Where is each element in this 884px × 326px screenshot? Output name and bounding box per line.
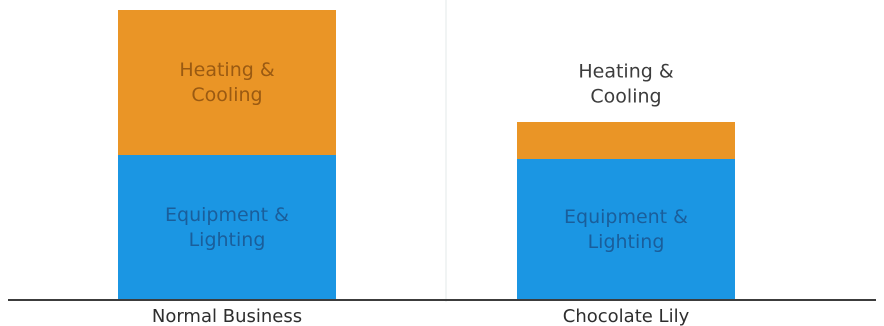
- bar-normal-business-equipment-and-lighting: [118, 155, 336, 300]
- bar-normal-business-heating-and-cooling: [118, 10, 336, 155]
- bar-chocolate-lily-equipment-and-lighting: [517, 159, 735, 300]
- label-normal-business-heating-and-cooling: Heating & Cooling: [179, 59, 274, 106]
- label-chocolate-lily-equipment-and-lighting: Equipment & Lighting: [564, 206, 688, 253]
- x-tick-label-chocolate-lily: Chocolate Lily: [563, 306, 690, 326]
- label-chocolate-lily-heating-and-cooling: Heating & Cooling: [578, 61, 673, 108]
- label-normal-business-equipment-and-lighting: Equipment & Lighting: [165, 204, 289, 251]
- bar-chocolate-lily-heating-and-cooling: [517, 122, 735, 159]
- x-tick-label-normal-business: Normal Business: [152, 306, 302, 326]
